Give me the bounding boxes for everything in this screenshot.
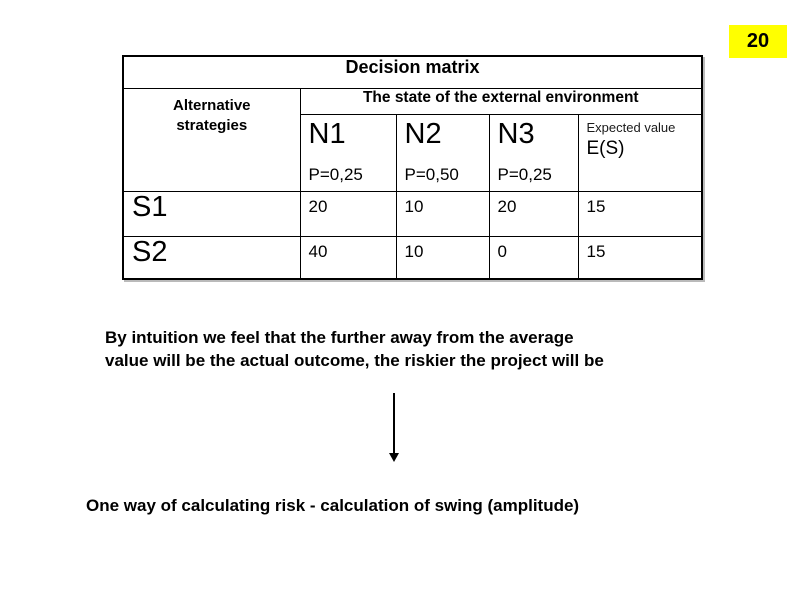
n1-label: N1 [308, 117, 346, 150]
down-arrow-head [389, 453, 399, 462]
alternative-strategies-label: Alternative strategies [172, 96, 251, 134]
n2-probability: P=0,50 [404, 164, 459, 184]
table-header-row: Alternative strategies The state of the … [122, 87, 703, 192]
cell-s1-n2: 10 [395, 190, 490, 237]
cell-s1-n3: 20 [488, 190, 579, 237]
cell-s1-expected: 15 [577, 190, 703, 237]
table-row-s2: S2 40 10 0 15 [122, 235, 703, 280]
cell-s2-expected: 15 [577, 235, 703, 280]
intuition-text: By intuition we feel that the further aw… [105, 326, 604, 372]
col-header-n2: N2 P=0,50 [395, 113, 490, 192]
col-header-environment: The state of the external environment [299, 87, 703, 115]
table-subheader-row: N1 P=0,25 N2 P=0,50 N3 P=0,25 Expected v… [123, 113, 703, 192]
row-label-s2: S2 [122, 235, 301, 280]
cell-s1-n1: 20 [299, 190, 397, 237]
decision-matrix-table: Decision matrix Alternative strategies T… [122, 55, 704, 280]
col-header-alternative-strategies: Alternative strategies [122, 87, 301, 192]
intuition-text-line2: value will be the actual outcome, the ri… [105, 351, 604, 370]
intuition-text-line1: By intuition we feel that the further aw… [105, 328, 574, 347]
col-header-expected-value: Expected value E(S) [577, 113, 703, 192]
col-header-n3: N3 P=0,25 [488, 113, 579, 192]
n3-probability: P=0,25 [497, 164, 552, 184]
slide-number-badge: 20 [729, 25, 787, 58]
table-title: Decision matrix [122, 55, 703, 89]
table-row-s1: S1 20 10 20 15 [122, 190, 703, 237]
down-arrow-shaft [393, 393, 395, 453]
n2-label: N2 [404, 117, 442, 150]
down-arrow-icon [388, 393, 400, 462]
table-title-row: Decision matrix [122, 55, 703, 89]
expected-value-symbol: E(S) [586, 137, 625, 159]
cell-s2-n2: 10 [395, 235, 490, 280]
n1-probability: P=0,25 [308, 164, 363, 184]
n3-label: N3 [497, 117, 535, 150]
cell-s2-n1: 40 [299, 235, 397, 280]
expected-value-label: Expected value [586, 119, 676, 135]
col-header-n1: N1 P=0,25 [299, 113, 397, 192]
row-label-s1: S1 [122, 190, 301, 237]
cell-s2-n3: 0 [488, 235, 579, 280]
conclusion-text: One way of calculating risk - calculatio… [86, 496, 580, 515]
